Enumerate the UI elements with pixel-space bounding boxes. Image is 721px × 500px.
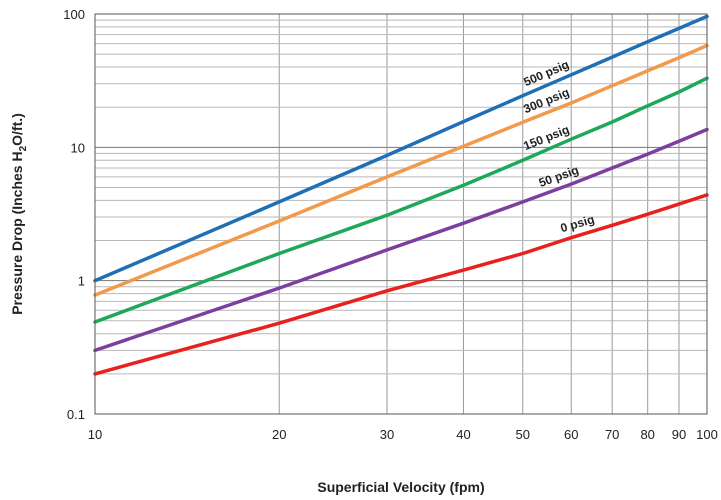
- x-tick-label: 20: [272, 427, 286, 442]
- x-tick-labels: 10 20 30 40 50 60 70 80 90 100: [88, 427, 718, 442]
- x-tick-label: 30: [380, 427, 394, 442]
- x-tick-label: 100: [696, 427, 718, 442]
- series-label: 50 psig: [537, 163, 581, 190]
- series-line: [93, 193, 709, 376]
- x-tick-label: 80: [640, 427, 654, 442]
- series-line: [93, 43, 709, 297]
- x-axis-label: Superficial Velocity (fpm): [317, 479, 484, 495]
- x-tick-label: 10: [88, 427, 102, 442]
- y-axis-label-subscript: 2: [18, 145, 29, 151]
- grid-lines: [94, 14, 708, 415]
- series-line: [93, 76, 709, 324]
- plot-frame: [94, 13, 708, 415]
- y-axis-label: Pressure Drop (Inches H2O/ft.): [9, 113, 29, 315]
- y-tick-labels: 0.1 1 10 100: [63, 7, 85, 422]
- y-tick-label: 10: [71, 140, 85, 155]
- x-tick-label: 60: [564, 427, 578, 442]
- x-tick-label: 90: [672, 427, 686, 442]
- y-tick-label: 1: [78, 274, 85, 289]
- x-tick-label: 40: [456, 427, 470, 442]
- series-lines: [93, 14, 709, 376]
- x-tick-label: 50: [516, 427, 530, 442]
- series-line: [93, 127, 709, 353]
- y-axis-label-part-2: O/ft.): [9, 113, 25, 146]
- y-tick-label: 100: [63, 7, 85, 22]
- y-axis-label-part-1: Pressure Drop (Inches H: [9, 151, 25, 314]
- series-line: [93, 14, 709, 283]
- y-tick-label: 0.1: [67, 407, 85, 422]
- x-tick-label: 70: [605, 427, 619, 442]
